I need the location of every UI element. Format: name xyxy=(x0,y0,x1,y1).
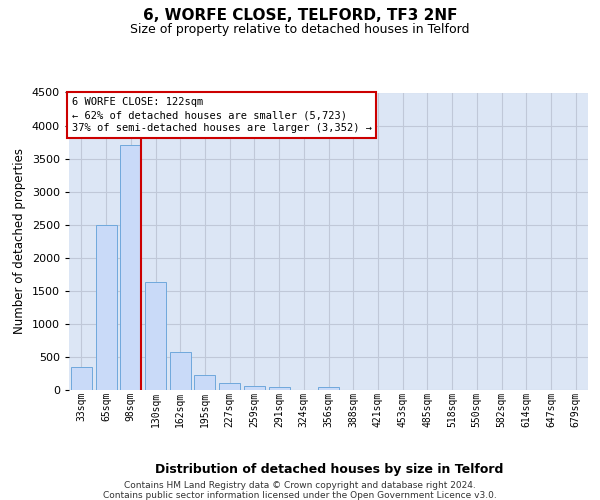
Bar xyxy=(219,384,240,390)
Text: Contains public sector information licensed under the Open Government Licence v3: Contains public sector information licen… xyxy=(103,491,497,500)
Bar xyxy=(269,388,290,390)
Bar xyxy=(170,352,191,390)
Bar xyxy=(145,282,166,390)
Text: Distribution of detached houses by size in Telford: Distribution of detached houses by size … xyxy=(155,462,503,475)
Bar xyxy=(318,386,339,390)
Y-axis label: Number of detached properties: Number of detached properties xyxy=(13,148,26,334)
Bar xyxy=(71,367,92,390)
Text: Size of property relative to detached houses in Telford: Size of property relative to detached ho… xyxy=(130,22,470,36)
Text: 6 WORFE CLOSE: 122sqm
← 62% of detached houses are smaller (5,723)
37% of semi-d: 6 WORFE CLOSE: 122sqm ← 62% of detached … xyxy=(71,97,371,134)
Text: Contains HM Land Registry data © Crown copyright and database right 2024.: Contains HM Land Registry data © Crown c… xyxy=(124,481,476,490)
Text: 6, WORFE CLOSE, TELFORD, TF3 2NF: 6, WORFE CLOSE, TELFORD, TF3 2NF xyxy=(143,8,457,22)
Bar xyxy=(120,146,141,390)
Bar xyxy=(95,224,116,390)
Bar xyxy=(244,386,265,390)
Bar xyxy=(194,376,215,390)
